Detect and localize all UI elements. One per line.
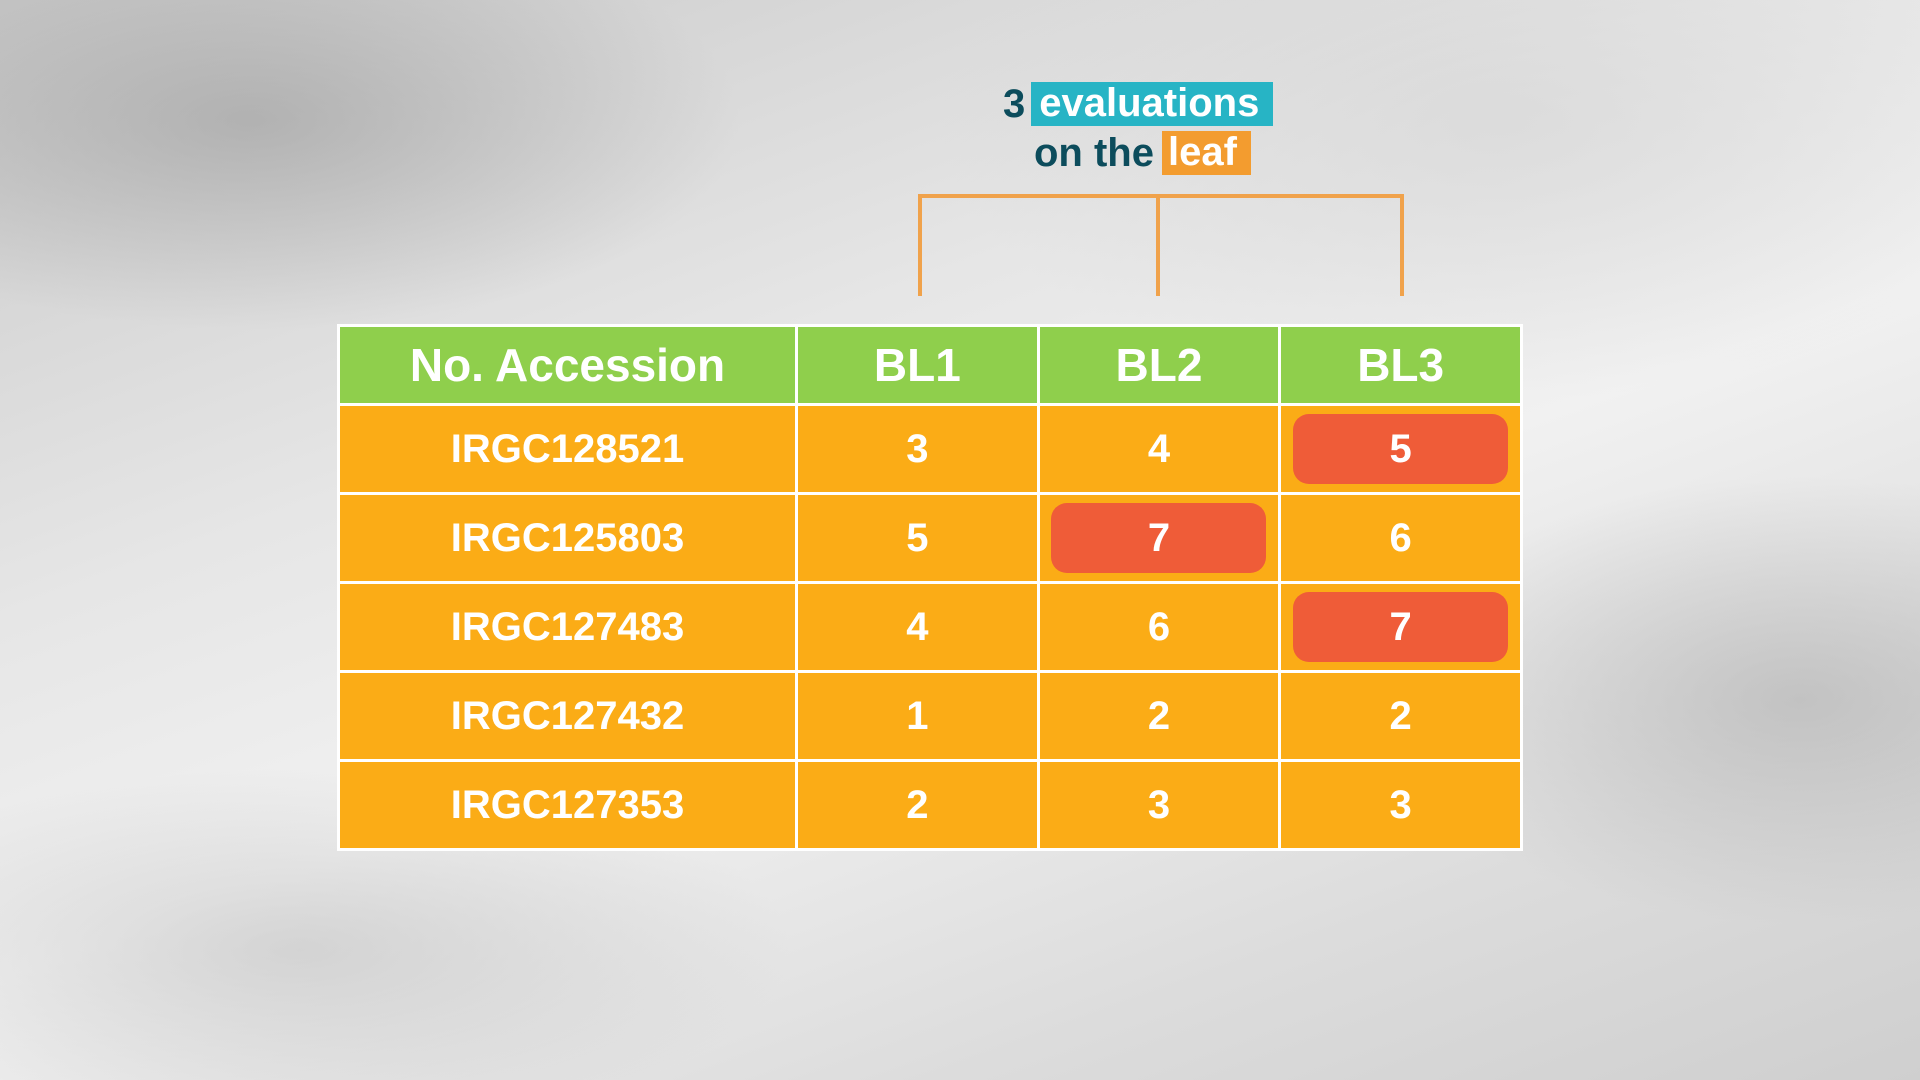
header-bl1: BL1 (795, 324, 1040, 406)
table-row: IRGC127432 1 2 2 (337, 670, 1523, 762)
highlighted-value: 7 (1051, 503, 1267, 573)
table-header-row: No. Accession BL1 BL2 BL3 (337, 324, 1523, 406)
bl1-cell: 4 (795, 581, 1040, 673)
bl3-cell: 5 (1278, 403, 1523, 495)
header-bl2: BL2 (1036, 324, 1282, 406)
accession-cell: IRGC127432 (337, 670, 798, 762)
bl3-cell: 6 (1278, 492, 1523, 584)
title-highlight-evaluations: evaluations (1031, 82, 1274, 126)
bl2-cell: 2 (1036, 670, 1282, 762)
bl3-cell: 2 (1278, 670, 1523, 762)
title-line-1: 3 evaluations (1003, 82, 1274, 126)
title-highlight-leaf: leaf (1161, 131, 1251, 175)
header-accession: No. Accession (337, 324, 798, 406)
accession-cell: IRGC128521 (337, 403, 798, 495)
table-row: IRGC125803 5 7 6 (337, 492, 1523, 584)
bl1-cell: 1 (795, 670, 1040, 762)
table-row: IRGC128521 3 4 5 (337, 403, 1523, 495)
highlighted-value: 5 (1293, 414, 1509, 484)
bl3-cell: 7 (1278, 581, 1523, 673)
accession-table: No. Accession BL1 BL2 BL3 IRGC128521 3 4… (337, 324, 1523, 851)
bl1-cell: 5 (795, 492, 1040, 584)
bl3-cell: 3 (1278, 759, 1523, 851)
bl1-cell: 3 (795, 403, 1040, 495)
highlighted-value: 7 (1293, 592, 1509, 662)
bracket-connector (918, 194, 1404, 296)
header-bl3: BL3 (1278, 324, 1523, 406)
title-line-2: on the leaf (1034, 131, 1251, 175)
title-text-on-the: on the (1034, 131, 1154, 175)
accession-cell: IRGC127353 (337, 759, 798, 851)
accession-cell: IRGC127483 (337, 581, 798, 673)
bl2-cell: 7 (1036, 492, 1282, 584)
table-row: IRGC127483 4 6 7 (337, 581, 1523, 673)
bl2-cell: 4 (1036, 403, 1282, 495)
table-row: IRGC127353 2 3 3 (337, 759, 1523, 851)
bl1-cell: 2 (795, 759, 1040, 851)
bl2-cell: 6 (1036, 581, 1282, 673)
title-number: 3 (1003, 82, 1026, 126)
accession-cell: IRGC125803 (337, 492, 798, 584)
bl2-cell: 3 (1036, 759, 1282, 851)
